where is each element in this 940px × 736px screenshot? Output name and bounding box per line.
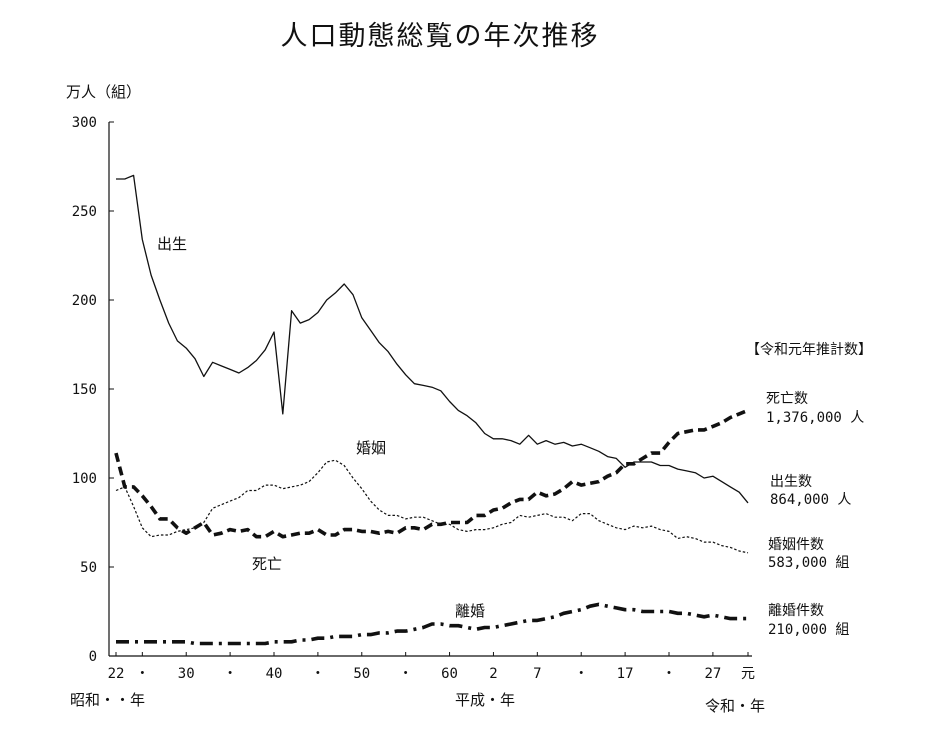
end-label-value: 864,000 人 bbox=[770, 492, 851, 508]
series-line-2 bbox=[115, 459, 749, 554]
era-label-showa: 昭和・・年 bbox=[70, 691, 145, 709]
x-tick-label: 40 bbox=[266, 666, 283, 682]
end-label-value: 583,000 組 bbox=[768, 555, 849, 571]
chart-title: 人口動態総覧の年次推移 bbox=[280, 21, 600, 52]
end-label-name: 出生数 bbox=[770, 474, 812, 490]
x-tick-label: 60 bbox=[441, 666, 458, 682]
x-tick-label: 7 bbox=[533, 666, 541, 682]
era-label-reiwa: 令和・年 bbox=[705, 697, 765, 715]
y-tick-label: 300 bbox=[72, 115, 97, 131]
x-tick-label: 30 bbox=[178, 666, 195, 682]
series-name-label: 婚姻 bbox=[356, 439, 386, 457]
series-name-label: 出生 bbox=[157, 235, 187, 253]
series-name-label: 死亡 bbox=[252, 555, 282, 573]
series-line-0 bbox=[116, 174, 749, 504]
x-tick-label: ・ bbox=[574, 666, 588, 682]
series-name-label: 離婚 bbox=[455, 602, 485, 620]
era-label-heisei: 平成・年 bbox=[455, 691, 515, 709]
end-label-value: 210,000 組 bbox=[768, 622, 849, 638]
x-tick-label: 2 bbox=[489, 666, 497, 682]
y-axis-unit-label: 万人（組） bbox=[66, 83, 141, 101]
series-line-1 bbox=[114, 408, 749, 539]
x-tick-label: ・ bbox=[311, 666, 325, 682]
series-layer bbox=[114, 174, 749, 646]
y-tick-label: 200 bbox=[72, 293, 97, 309]
x-tick-label: 17 bbox=[617, 666, 634, 682]
legend-header: 【令和元年推計数】 bbox=[746, 342, 872, 358]
y-tick-label: 250 bbox=[72, 204, 97, 220]
end-label-name: 離婚件数 bbox=[768, 602, 824, 619]
y-tick-label: 150 bbox=[72, 382, 97, 398]
y-tick-label: 50 bbox=[80, 560, 97, 576]
x-tick-label: ・ bbox=[135, 666, 149, 682]
end-label-value: 1,376,000 人 bbox=[766, 410, 864, 426]
x-tick-label: ・ bbox=[399, 666, 413, 682]
x-tick-label: ・ bbox=[662, 666, 676, 682]
x-tick-label: 元 bbox=[741, 666, 755, 682]
x-tick-label: ・ bbox=[223, 666, 237, 682]
end-label-name: 死亡数 bbox=[766, 391, 808, 407]
y-tick-label: 100 bbox=[72, 471, 97, 487]
x-tick-label: 27 bbox=[704, 666, 721, 682]
x-tick-label: 50 bbox=[353, 666, 370, 682]
x-tick-label: 22 bbox=[108, 666, 125, 682]
series-line-3 bbox=[116, 602, 748, 646]
end-label-name: 婚姻件数 bbox=[768, 537, 824, 553]
y-tick-label: 0 bbox=[89, 649, 97, 665]
